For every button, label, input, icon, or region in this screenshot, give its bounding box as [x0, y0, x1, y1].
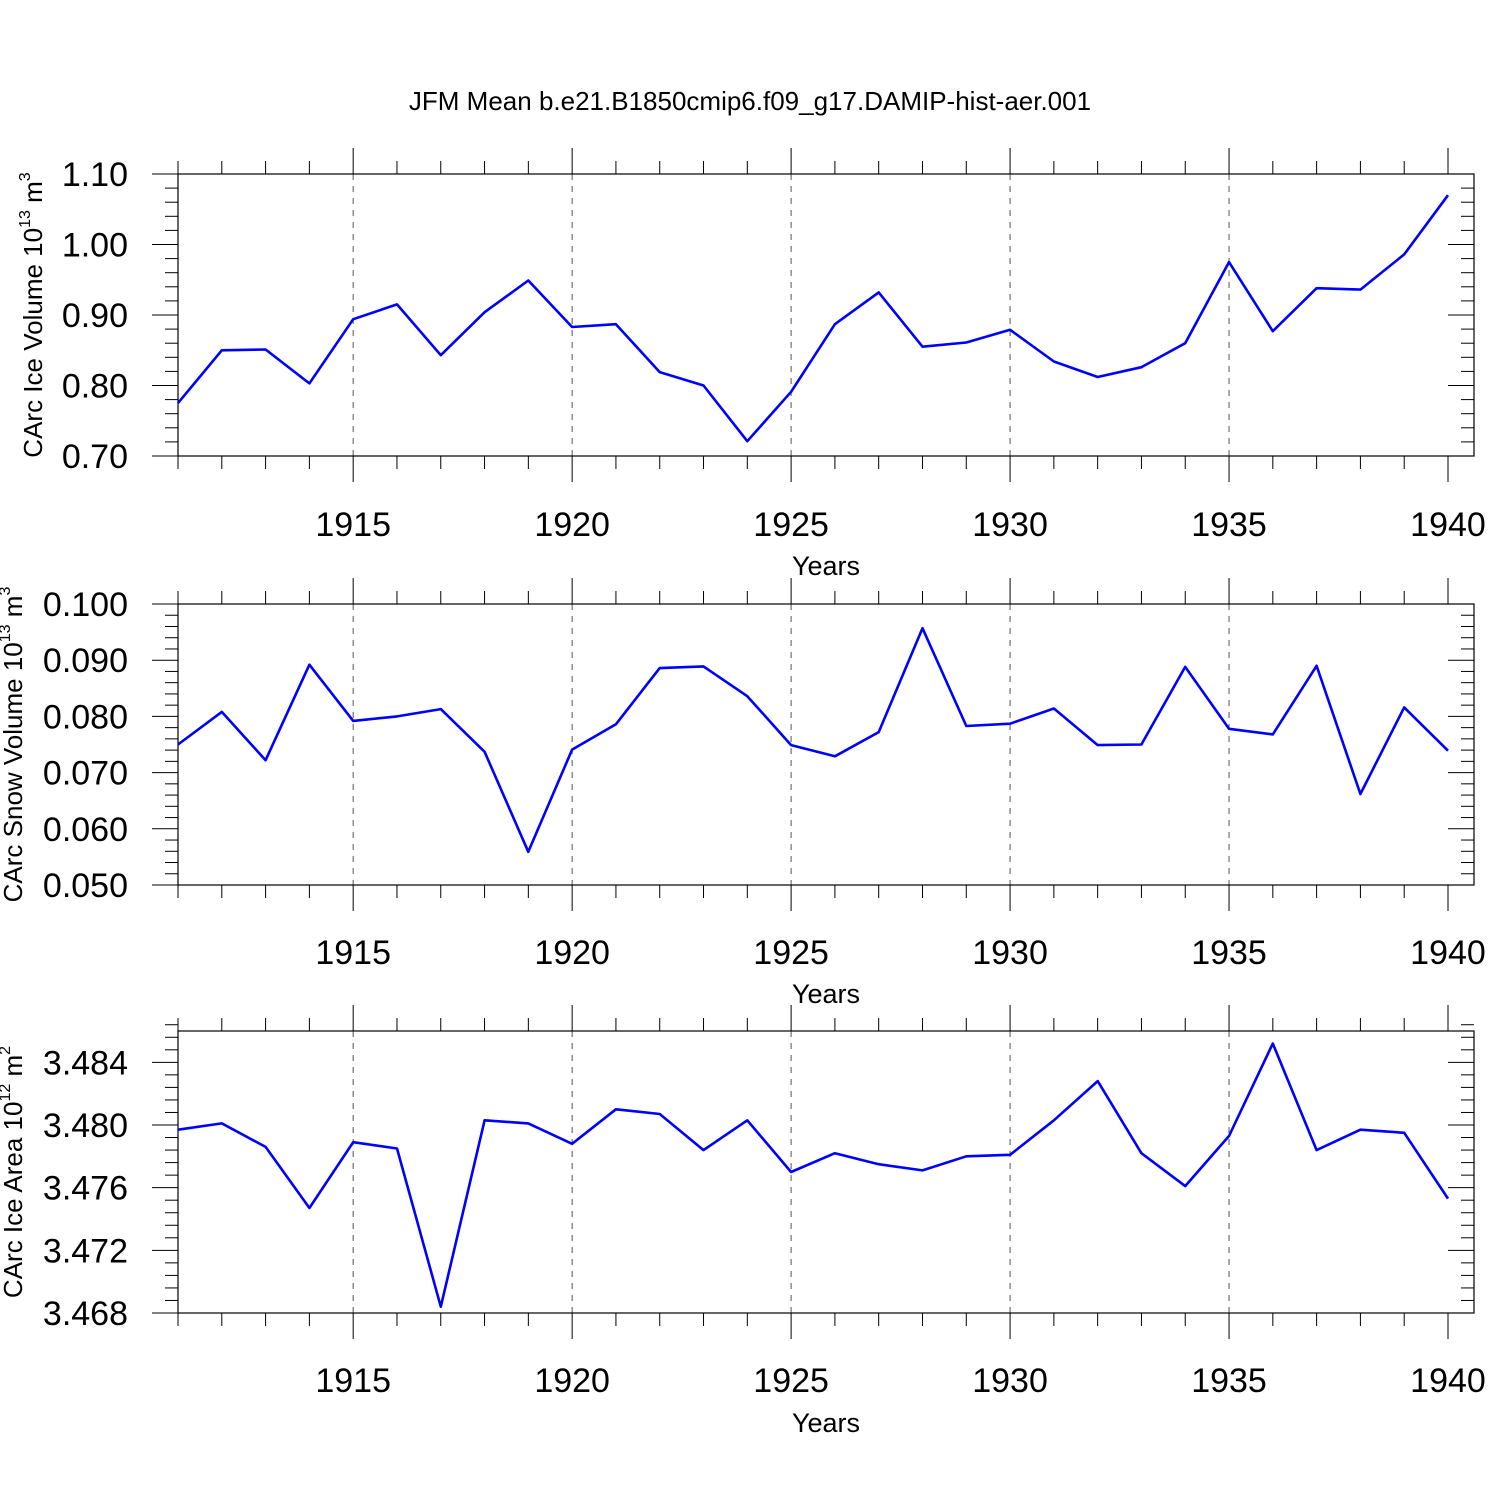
- y-tick-label-1.10: 1.10: [62, 156, 128, 194]
- x-tick-label-1940: 1940: [1410, 506, 1486, 544]
- y-tick-label-3.472: 3.472: [43, 1232, 128, 1270]
- y-axis-label-unit-exponent: 3: [0, 587, 14, 596]
- y-axis-label: CArc Snow Volume 1013 m3: [0, 587, 28, 903]
- y-axis-label-main: CArc Ice Area 10: [0, 1102, 28, 1299]
- x-tick-label-1925: 1925: [753, 506, 829, 544]
- y-tick-label-0.060: 0.060: [43, 811, 128, 849]
- y-tick-label-3.468: 3.468: [43, 1295, 128, 1333]
- y-tick-label-1.00: 1.00: [62, 227, 128, 265]
- y-tick-label-3.480: 3.480: [43, 1107, 128, 1145]
- x-tick-label-1930: 1930: [972, 934, 1048, 972]
- series-line: [178, 1044, 1448, 1307]
- x-tick-label-1920: 1920: [534, 506, 610, 544]
- panel-3: 3.468 3.472 3.476 3.480 3.484 1915 1920 1925 193…: [0, 1005, 1486, 1438]
- x-tick-label-1915: 1915: [315, 934, 391, 972]
- y-axis-label-unit: m: [0, 1055, 28, 1084]
- y-axis-label-unit: m: [0, 596, 28, 625]
- x-tick-label-1935: 1935: [1191, 506, 1267, 544]
- plot-frame: [178, 174, 1474, 456]
- x-tick-label-1940: 1940: [1410, 934, 1486, 972]
- x-tick-label-1935: 1935: [1191, 934, 1267, 972]
- y-tick-label-0.090: 0.090: [43, 642, 128, 680]
- y-tick-label-0.70: 0.70: [62, 438, 128, 476]
- x-tick-label-1930: 1930: [972, 1362, 1048, 1400]
- y-tick-label-0.90: 0.90: [62, 297, 128, 335]
- x-tick-label-1935: 1935: [1191, 1362, 1267, 1400]
- plot-frame: [178, 604, 1474, 885]
- x-tick-label-1915: 1915: [315, 1362, 391, 1400]
- chart-title: JFM Mean b.e21.B1850cmip6.f09_g17.DAMIP-…: [409, 86, 1091, 116]
- x-tick-label-1920: 1920: [534, 1362, 610, 1400]
- y-axis-label-exponent: 13: [0, 624, 14, 642]
- y-axis-label-exponent: 12: [0, 1084, 14, 1102]
- panel-2: 0.050 0.060 0.070 0.080 0.090 0.100 1915 1920 19…: [0, 578, 1486, 1009]
- y-tick-label-0.050: 0.050: [43, 867, 128, 905]
- series-line: [178, 195, 1448, 441]
- x-axis-label: Years: [792, 551, 860, 581]
- y-axis-label: CArc Ice Volume 1013 m3: [17, 172, 48, 457]
- plot-frame: [178, 1031, 1474, 1313]
- y-axis-label: CArc Ice Area 1012 m2: [0, 1046, 28, 1298]
- series-line: [178, 628, 1448, 852]
- y-tick-label-0.080: 0.080: [43, 698, 128, 736]
- x-tick-label-1925: 1925: [753, 1362, 829, 1400]
- y-tick-label-0.070: 0.070: [43, 755, 128, 793]
- y-tick-label-0.80: 0.80: [62, 368, 128, 406]
- x-tick-label-1925: 1925: [753, 934, 829, 972]
- y-tick-label-3.476: 3.476: [43, 1170, 128, 1208]
- y-tick-label-3.484: 3.484: [43, 1044, 128, 1082]
- x-axis-label: Years: [792, 1408, 860, 1438]
- y-axis-label-unit-exponent: 2: [0, 1046, 14, 1055]
- x-tick-label-1920: 1920: [534, 934, 610, 972]
- y-axis-label-unit-exponent: 3: [17, 172, 34, 181]
- y-axis-label-exponent: 13: [17, 210, 34, 228]
- x-axis-label: Years: [792, 979, 860, 1009]
- x-tick-label-1940: 1940: [1410, 1362, 1486, 1400]
- y-axis-label-unit: m: [18, 181, 48, 210]
- x-tick-label-1915: 1915: [315, 506, 391, 544]
- panel-1: 0.70 0.80 0.90 1.00 1.10 1915 1920 1925 1930 1935…: [17, 148, 1486, 581]
- y-axis-label-main: CArc Snow Volume 10: [0, 642, 28, 902]
- x-tick-label-1930: 1930: [972, 506, 1048, 544]
- y-tick-label-0.100: 0.100: [43, 586, 128, 624]
- y-axis-label-main: CArc Ice Volume 10: [18, 228, 48, 458]
